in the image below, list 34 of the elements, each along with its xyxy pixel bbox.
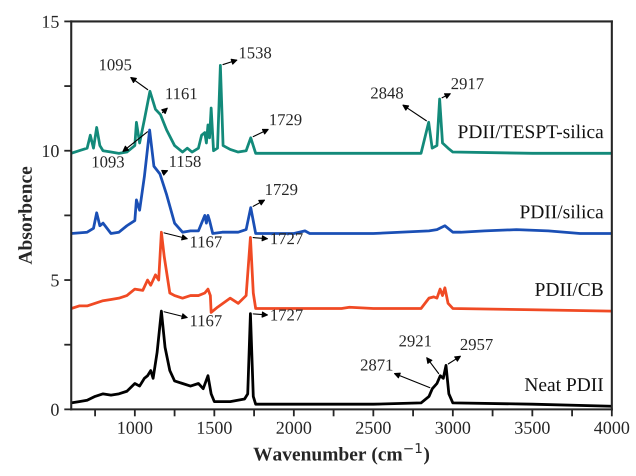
x-tick-label: 1500: [198, 422, 232, 434]
line-series: [71, 310, 612, 408]
x-tick-label: 3000: [436, 422, 470, 434]
annotation: 2957: [460, 338, 493, 350]
series-label: PDII/TESPT-silica: [458, 124, 604, 138]
annotation: 1727: [271, 309, 303, 320]
annotation: 1161: [166, 88, 197, 100]
y-tick-label: 5: [51, 274, 59, 286]
x-tick-label: 4000: [594, 422, 630, 434]
series-label: PDII/silica: [520, 204, 604, 218]
y-tick-label: 0: [51, 404, 59, 416]
annotation: 1158: [170, 156, 201, 168]
annotation: 1729: [270, 114, 302, 126]
x-tick-label: 3500: [515, 422, 550, 434]
annotation: 1729: [266, 184, 298, 196]
y-tick-label: 10: [42, 144, 59, 158]
annotation: 2921: [399, 335, 431, 347]
annotation: 1167: [190, 315, 222, 326]
y-tick-label: 15: [42, 16, 59, 28]
annotation: 1095: [100, 59, 132, 70]
series-label: PDII/CB: [535, 282, 603, 296]
x-tick-label: 2000: [276, 422, 312, 434]
annotation: 2917: [451, 78, 484, 90]
series-label: Neat PDII: [524, 378, 604, 392]
annotation: 1093: [92, 156, 124, 168]
y-axis-title: Absorbence: [18, 166, 32, 264]
annotation: 1167: [190, 236, 222, 248]
x-axis-title: Wavenumber (cm$^{−1}$): [253, 443, 430, 465]
annotation: 2871: [360, 359, 392, 371]
annotation: 2848: [371, 87, 404, 99]
annotation: 1538: [240, 47, 272, 58]
x-tick-label: 1000: [118, 422, 152, 434]
annotation: 1727: [271, 233, 303, 244]
x-tick-label: 2500: [356, 422, 391, 434]
